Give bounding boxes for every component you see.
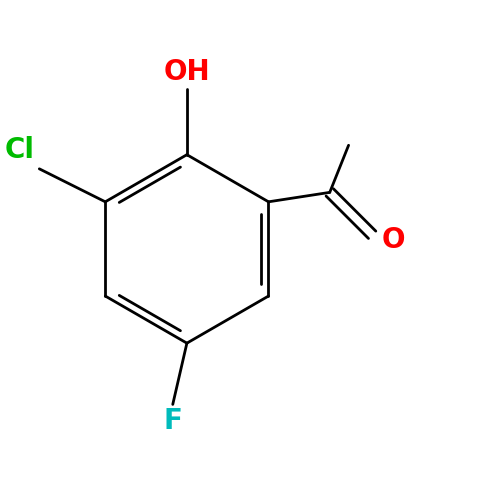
Text: O: O <box>382 226 405 253</box>
Text: Cl: Cl <box>5 136 34 164</box>
Text: OH: OH <box>163 58 210 86</box>
Text: F: F <box>163 407 182 435</box>
